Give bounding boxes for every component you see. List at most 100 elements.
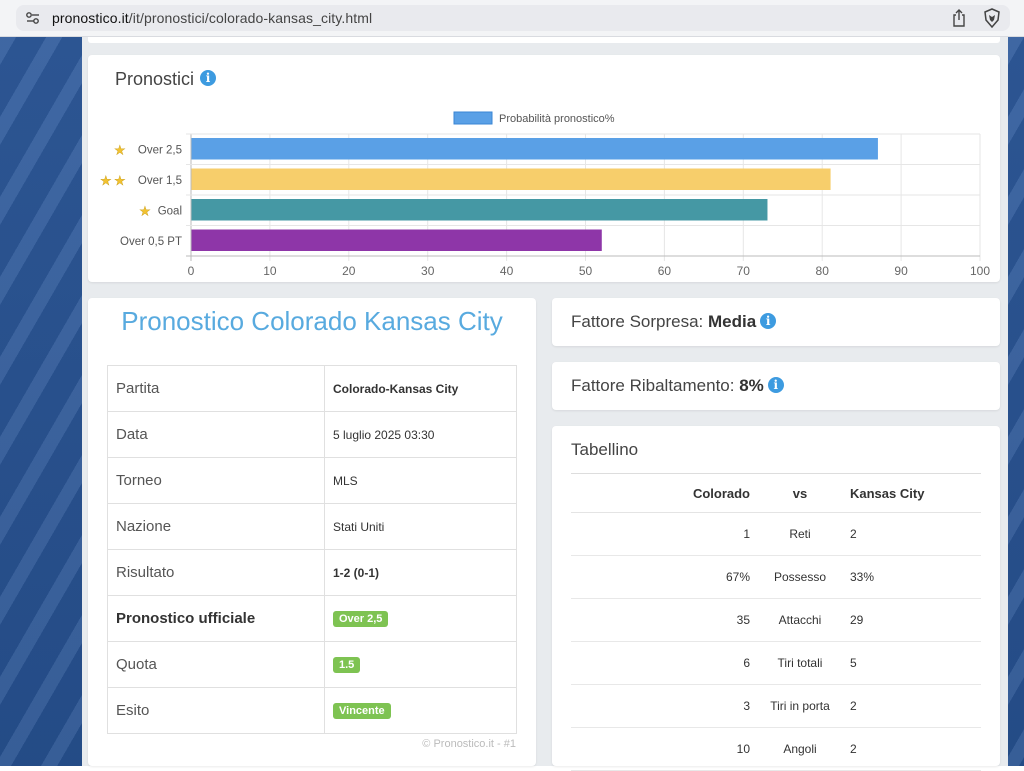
browser-toolbar: pronostico.it/it/pronostici/colorado-kan… [0, 0, 1024, 37]
table-row: Torneo MLS [107, 457, 517, 504]
home-value: 3 [571, 684, 754, 728]
category-label: Over 0,5 PT [120, 236, 182, 248]
url-text[interactable]: pronostico.it/it/pronostici/colorado-kan… [52, 10, 372, 26]
ribaltamento-card: Fattore Ribaltamento: 8% i [552, 362, 1000, 410]
row-value: Colorado-Kansas City [324, 365, 517, 412]
previous-card-edge [88, 37, 1000, 43]
star-icon: ★ [139, 203, 151, 218]
match-info-card: Pronostico Colorado Kansas City Partita … [88, 298, 536, 766]
row-label: Data [107, 411, 325, 458]
chart-card-title: Pronostici i [115, 69, 217, 90]
legend-label: Probabilità pronostico% [499, 113, 615, 125]
x-tick-label: 100 [970, 264, 990, 278]
star-icon: ★ [114, 173, 126, 188]
url-domain: pronostico.it [52, 10, 129, 26]
x-tick-label: 40 [500, 264, 514, 278]
stats-table: Colorado vs Kansas City 1 Reti 2 67% Pos… [571, 473, 981, 771]
table-row: Data 5 luglio 2025 03:30 [107, 411, 517, 458]
tabellino-card: Tabellino Colorado vs Kansas City 1 Reti… [552, 426, 1000, 771]
away-team-header: Kansas City [846, 473, 981, 513]
table-row: Esito Vincente [107, 687, 517, 734]
table-row: Risultato 1-2 (0-1) [107, 549, 517, 596]
row-value: MLS [324, 457, 517, 504]
row-label: Quota [107, 641, 325, 688]
outcome-badge: Vincente [333, 702, 391, 719]
page-background-left [0, 37, 82, 766]
sorpresa-value: Media [708, 312, 757, 331]
stats-header-row: Colorado vs Kansas City [571, 473, 981, 513]
category-label: Goal [158, 205, 182, 217]
row-label: Partita [107, 365, 325, 412]
stat-name: Reti [754, 512, 846, 556]
stat-name: Tiri totali [754, 641, 846, 685]
info-icon[interactable]: i [767, 376, 784, 393]
odds-badge: 1.5 [333, 656, 361, 673]
brave-shield-icon[interactable] [982, 8, 1002, 28]
row-label: Torneo [107, 457, 325, 504]
legend-swatch [453, 111, 493, 125]
chart-card-title-text: Pronostici [115, 69, 195, 89]
table-row: 3 Tiri in porta 2 [571, 684, 981, 728]
row-label: Esito [107, 687, 325, 734]
away-value: 5 [846, 641, 981, 685]
away-value: 2 [846, 684, 981, 728]
home-team-header: Colorado [571, 473, 754, 513]
table-row: 1 Reti 2 [571, 512, 981, 556]
site-settings-icon[interactable] [24, 9, 42, 27]
home-value: 67% [571, 555, 754, 599]
x-tick-label: 50 [579, 264, 593, 278]
ribaltamento-label: Fattore Ribaltamento: 8% i [571, 376, 784, 396]
table-row: Pronostico ufficiale Over 2,5 [107, 595, 517, 642]
away-value: 29 [846, 598, 981, 642]
table-row: Quota 1.5 [107, 641, 517, 688]
ribaltamento-value: 8% [739, 376, 764, 395]
row-label: Pronostico ufficiale [107, 595, 325, 642]
share-icon[interactable] [950, 8, 968, 28]
row-value: Stati Uniti [324, 503, 517, 550]
table-row: 67% Possesso 33% [571, 555, 981, 599]
row-value: 1-2 (0-1) [324, 549, 517, 596]
stat-name: Attacchi [754, 598, 846, 642]
probability-bar-chart: Probabilità pronostico% 0 10 20 30 40 50 60 70 80… [100, 111, 990, 278]
x-tick-label: 70 [737, 264, 751, 278]
sorpresa-label: Fattore Sorpresa: Media i [571, 312, 777, 332]
match-info-table: Partita Colorado-Kansas City Data 5 lugl… [107, 365, 517, 734]
table-row: Nazione Stati Uniti [107, 503, 517, 550]
home-value: 1 [571, 512, 754, 556]
x-tick-label: 60 [658, 264, 672, 278]
info-icon[interactable]: i [760, 312, 777, 329]
url-path: /it/pronostici/colorado-kansas_city.html [128, 10, 373, 26]
table-row: 10 Angoli 2 [571, 727, 981, 771]
address-bar[interactable]: pronostico.it/it/pronostici/colorado-kan… [16, 5, 1010, 31]
x-tick-label: 20 [342, 264, 356, 278]
x-tick-label: 10 [263, 264, 277, 278]
home-value: 10 [571, 727, 754, 771]
prediction-badge: Over 2,5 [333, 610, 389, 627]
away-value: 2 [846, 512, 981, 556]
table-row: Partita Colorado-Kansas City [107, 365, 517, 412]
x-tick-label: 90 [894, 264, 908, 278]
category-label: Over 1,5 [138, 175, 182, 187]
table-row: 6 Tiri totali 5 [571, 641, 981, 685]
star-icon: ★ [114, 142, 126, 157]
away-value: 33% [846, 555, 981, 599]
star-icon: ★ [100, 173, 112, 188]
sorpresa-card: Fattore Sorpresa: Media i [552, 298, 1000, 346]
stat-name: Tiri in porta [754, 684, 846, 728]
page-background-right [1008, 37, 1024, 766]
category-label: Over 2,5 [138, 144, 182, 156]
row-value-cell: Over 2,5 [324, 595, 517, 642]
row-value-cell: Vincente [324, 687, 517, 734]
bar-3 [191, 199, 768, 221]
home-value: 35 [571, 598, 754, 642]
vs-header: vs [754, 473, 846, 513]
stat-name: Angoli [754, 727, 846, 771]
copyright-text: © Pronostico.it - #1 [422, 738, 516, 750]
row-label: Risultato [107, 549, 325, 596]
pronostici-chart-card: Pronostici i Probabilità pronostico% 0 10 20… [88, 55, 1000, 282]
bar-4 [191, 229, 602, 251]
bar-1 [191, 138, 878, 160]
info-icon[interactable]: i [200, 70, 217, 87]
ribaltamento-label-text: Fattore Ribaltamento: [571, 376, 735, 395]
table-row: 35 Attacchi 29 [571, 598, 981, 642]
